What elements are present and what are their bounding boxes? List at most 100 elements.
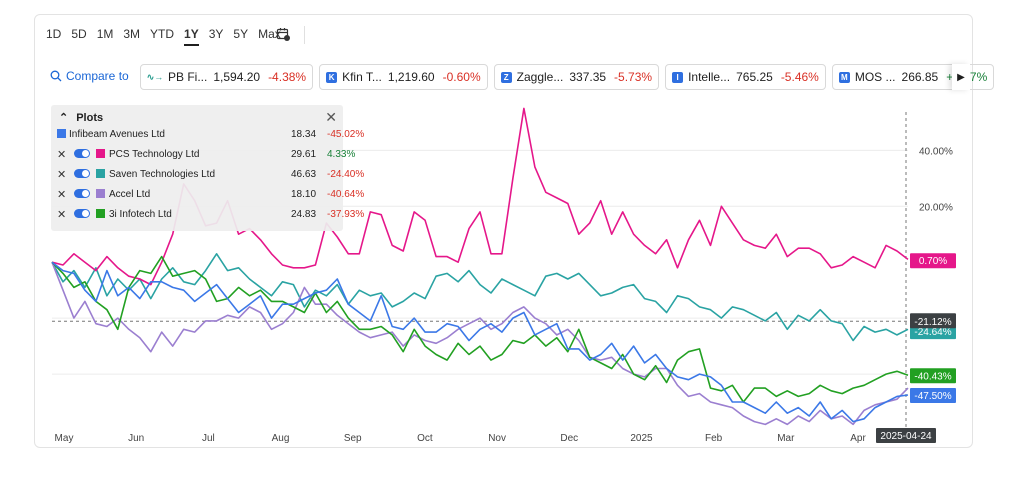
end-value-badge: [910, 253, 956, 269]
close-icon[interactable]: ✕: [325, 109, 337, 125]
range-tab-1m[interactable]: 1M: [96, 27, 114, 41]
end-value-badge: [910, 368, 956, 384]
plot-row[interactable]: ✕ PCS Technology Ltd 29.61 4.33%: [51, 145, 355, 163]
chip-price: 765.25: [736, 70, 773, 84]
chevron-up-icon: ⌃: [59, 112, 69, 124]
crosshair-date-badge: [876, 428, 936, 443]
x-tick-label: Nov: [488, 433, 506, 444]
calendar-icon[interactable]: [276, 27, 290, 41]
plot-change: -40.64%: [327, 188, 365, 200]
x-tick-label: Jun: [128, 433, 144, 444]
plot-change: 4.33%: [327, 148, 356, 160]
ticker-logo-icon: K: [326, 71, 338, 83]
ticker-logo-icon: M: [838, 71, 850, 83]
remove-plot-icon[interactable]: ✕: [57, 148, 67, 161]
x-tick-label: Apr: [850, 433, 866, 444]
chip-price: 266.85: [901, 70, 939, 84]
series-line: [51, 261, 909, 426]
visibility-toggle[interactable]: [74, 209, 90, 218]
range-tab-1y[interactable]: 1Y: [184, 27, 199, 46]
range-tab-ytd[interactable]: YTD: [150, 27, 175, 41]
range-tab-1d[interactable]: 1D: [46, 27, 62, 41]
chip-price: 1,594.20: [213, 70, 261, 84]
remove-plot-icon[interactable]: ✕: [57, 188, 67, 201]
end-value-badge: [910, 388, 956, 404]
y-tick-label: 40.00%: [919, 146, 953, 157]
plot-row[interactable]: Infibeam Avenues Ltd 18.34 -45.02%: [51, 125, 364, 143]
series-line: [51, 255, 909, 403]
compare-chip[interactable]: K Kfin T... 1,219.60 -0.60%: [319, 64, 488, 90]
plot-price: 18.34: [291, 128, 317, 140]
plots-panel: ⌃ Plots ✕ Infibeam Avenues Ltd 18.34 -45.0…: [51, 105, 364, 231]
compare-chip[interactable]: I Intelle... 765.25 -5.46%: [665, 64, 826, 90]
plot-name: 3i Infotech Ltd: [109, 208, 172, 220]
plot-row[interactable]: ✕ Accel Ltd 18.10 -40.64%: [51, 185, 364, 203]
plot-name: PCS Technology Ltd: [109, 148, 200, 160]
plots-header[interactable]: ⌃ Plots: [59, 111, 103, 125]
chip-change: -5.73%: [614, 70, 653, 84]
y-tick-label: 20.00%: [919, 202, 953, 213]
end-value-label: -40.43%: [914, 371, 951, 382]
range-tab-max[interactable]: Max: [258, 27, 281, 41]
compare-to-label: Compare to: [66, 69, 129, 83]
plot-row[interactable]: ✕ Saven Technologies Ltd 46.63 -24.40%: [51, 165, 364, 183]
compare-chip[interactable]: Z Zaggle... 337.35 -5.73%: [493, 64, 660, 90]
comparison-chips: ∿→ PB Fi... 1,594.20 -4.38% K Kfin T... 1,219.…: [140, 64, 1000, 90]
remove-plot-icon[interactable]: ✕: [57, 208, 67, 221]
chips-next-button[interactable]: ▶: [952, 64, 970, 90]
x-tick-label: Oct: [417, 433, 433, 444]
plot-change: -24.40%: [327, 168, 365, 180]
series-color-swatch: [96, 169, 105, 178]
plot-price: 24.83: [291, 208, 317, 220]
crosshair-value-badge: [910, 313, 956, 329]
plot-row[interactable]: ✕ 3i Infotech Ltd 24.83 -37.93%: [51, 205, 364, 223]
chip-name: MOS ...: [854, 70, 896, 84]
series-line: [51, 253, 909, 342]
visibility-toggle[interactable]: [74, 169, 90, 178]
chip-price: 337.35: [569, 70, 607, 84]
plot-name: Saven Technologies Ltd: [109, 168, 216, 180]
chip-change: -5.46%: [780, 70, 819, 84]
range-tab-5y[interactable]: 5Y: [233, 27, 249, 41]
range-tab-5d[interactable]: 5D: [71, 27, 87, 41]
compare-to-button[interactable]: Compare to: [50, 69, 129, 83]
chart-card: [34, 14, 973, 448]
plot-name: Infibeam Avenues Ltd: [69, 128, 165, 140]
chip-change: -0.60%: [442, 70, 481, 84]
search-icon: [50, 70, 62, 82]
remove-plot-icon[interactable]: ✕: [57, 168, 67, 181]
range-tab-3y[interactable]: 3Y: [208, 27, 224, 41]
plot-price: 29.61: [291, 148, 317, 160]
plot-change: -45.02%: [327, 128, 365, 140]
chip-name: PB Fi...: [168, 70, 208, 84]
ticker-logo-icon: Z: [500, 71, 512, 83]
end-value-label: -24.64%: [914, 327, 951, 338]
x-tick-label: May: [55, 433, 74, 444]
plot-name: Accel Ltd: [109, 188, 151, 200]
x-tick-label: 2025: [630, 433, 653, 444]
plot-price: 18.10: [291, 188, 317, 200]
toolbar-divider: [304, 26, 305, 44]
x-tick-label: Sep: [344, 433, 362, 444]
end-value-label: 0.70%: [919, 256, 947, 267]
ticker-logo-icon: I: [672, 71, 684, 83]
range-tab-3m[interactable]: 3M: [123, 27, 141, 41]
series-color-swatch: [96, 149, 105, 158]
x-tick-label: Aug: [272, 433, 290, 444]
crosshair-date-label: 2025-04-24: [880, 431, 932, 442]
compare-chip[interactable]: ∿→ PB Fi... 1,594.20 -4.38%: [140, 64, 314, 90]
series-color-swatch: [57, 129, 66, 138]
x-tick-label: Jul: [202, 433, 215, 444]
series-color-swatch: [96, 189, 105, 198]
series-color-swatch: [96, 209, 105, 218]
sparkline-icon: ∿→: [146, 71, 164, 82]
chip-change: -4.38%: [268, 70, 307, 84]
visibility-toggle[interactable]: [74, 149, 90, 158]
visibility-toggle[interactable]: [74, 189, 90, 198]
chip-name: Kfin T...: [342, 70, 382, 84]
crosshair-value-label: -21.12%: [914, 317, 951, 328]
series-line: [51, 261, 909, 423]
x-tick-label: Dec: [560, 433, 578, 444]
plot-change: -37.93%: [327, 208, 365, 220]
